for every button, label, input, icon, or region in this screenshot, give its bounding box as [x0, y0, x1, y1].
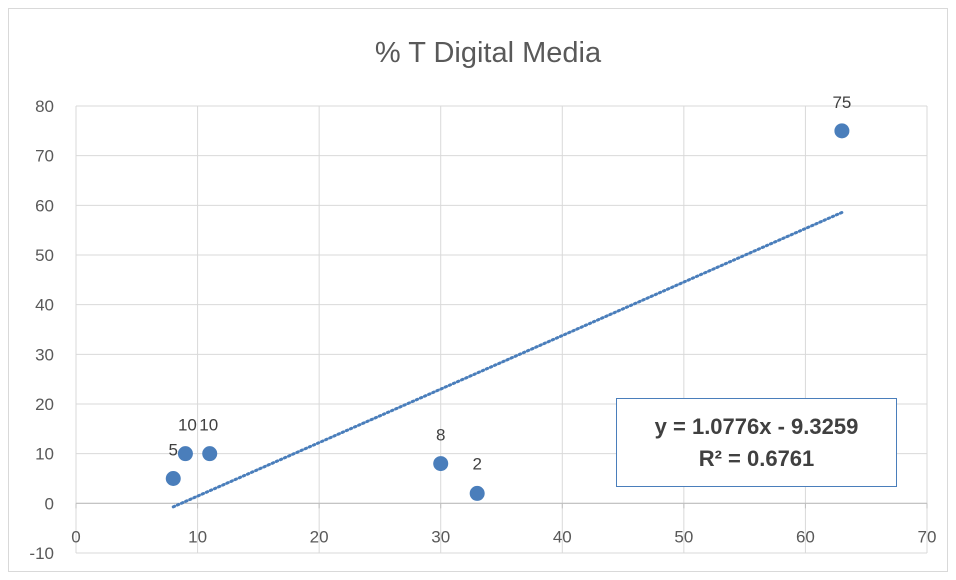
x-tick-label: 40 — [553, 527, 572, 546]
x-tick-label: 70 — [918, 527, 937, 546]
trendline-r-squared: R² = 0.6761 — [698, 445, 815, 471]
data-label: 10 — [199, 416, 218, 435]
data-label: 5 — [169, 441, 178, 460]
data-point — [177, 446, 193, 462]
trendline-equation: y = 1.0776x - 9.3259 — [654, 413, 859, 439]
x-tick-label: 0 — [71, 527, 80, 546]
y-tick-label: 0 — [45, 494, 54, 513]
trendline-path — [171, 210, 844, 509]
x-tick-label: 10 — [188, 527, 207, 546]
chart-title: % T Digital Media — [375, 37, 602, 69]
x-tick-label: 20 — [310, 527, 329, 546]
y-tick-label: 60 — [35, 196, 54, 215]
y-tick-label: 20 — [35, 395, 54, 414]
x-tick-label: 30 — [431, 527, 450, 546]
y-tick-label: 80 — [35, 97, 54, 116]
x-tick-label: 60 — [796, 527, 815, 546]
data-label: 8 — [436, 426, 445, 445]
data-point — [165, 471, 181, 486]
trendline-equation-box: y = 1.0776x - 9.3259 R² = 0.6761 — [616, 398, 897, 487]
x-axis-ticks: 0 10 20 30 40 50 60 70 — [71, 527, 936, 546]
data-point — [202, 446, 218, 462]
y-tick-label: 70 — [35, 147, 54, 166]
y-axis-ticks: -10 0 10 20 30 40 50 60 70 80 — [29, 97, 54, 563]
y-tick-label: 30 — [35, 345, 54, 364]
y-tick-label: -10 — [29, 544, 54, 563]
data-points — [165, 123, 850, 501]
data-label: 2 — [472, 454, 481, 473]
data-point — [834, 123, 850, 139]
y-tick-label: 10 — [35, 445, 54, 464]
y-tick-label: 40 — [35, 296, 54, 315]
data-point — [469, 485, 485, 501]
data-label: 10 — [178, 416, 197, 435]
data-label: 75 — [832, 93, 851, 112]
y-tick-label: 50 — [35, 246, 54, 265]
trendline — [171, 210, 844, 509]
x-tick-label: 50 — [674, 527, 693, 546]
axes — [75, 502, 928, 509]
data-point — [433, 456, 449, 472]
